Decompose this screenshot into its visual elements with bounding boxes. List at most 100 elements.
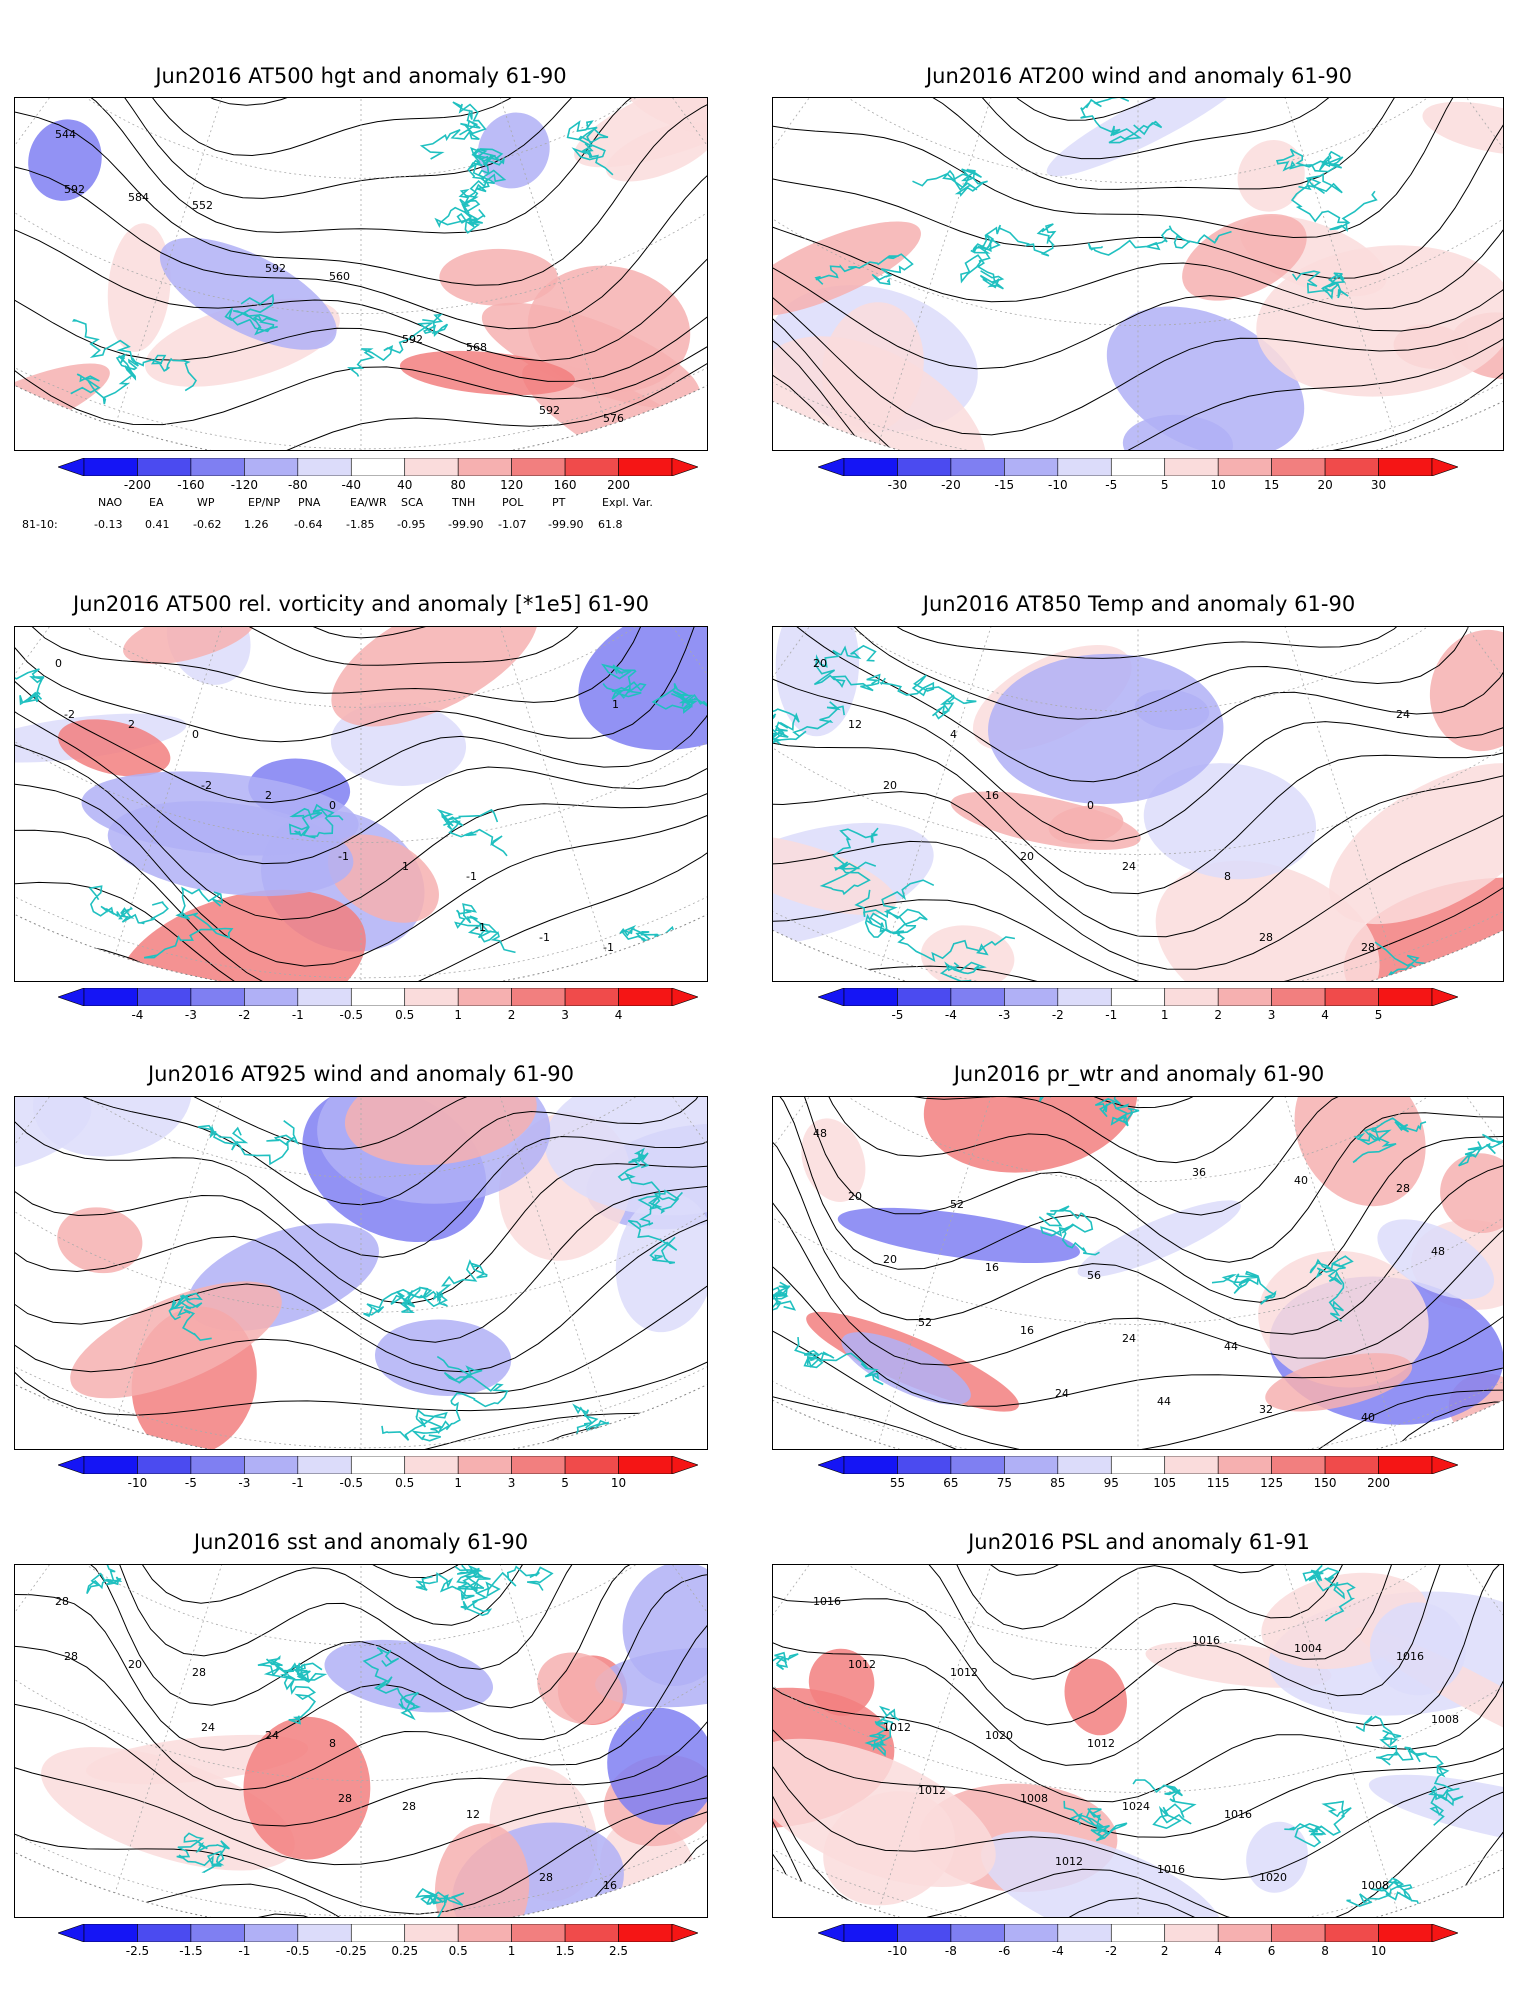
colorbar-tick-label: -1 [1105, 1008, 1118, 1022]
index-value: -99.90 [448, 518, 484, 531]
colorbar-tick-label: 40 [397, 478, 413, 492]
coastline [651, 683, 707, 714]
colorbar-swatch [244, 1456, 299, 1474]
contour-label: 0 [55, 657, 62, 670]
colorbar-extend-left [58, 458, 85, 476]
colorbar-tick-label: 6 [1267, 1944, 1276, 1958]
anomaly-region [775, 627, 860, 737]
contour-label: -1 [466, 870, 477, 883]
contour-label: 28 [338, 1792, 352, 1805]
colorbar-tick-label: 5 [1374, 1008, 1383, 1022]
colorbar-swatch [1164, 1924, 1219, 1942]
colorbar-swatch [137, 1456, 192, 1474]
colorbar-extend-right [671, 988, 698, 1006]
coastline [1352, 1117, 1427, 1164]
colorbar-extend-left [58, 1924, 85, 1942]
anomaly-region [1106, 306, 1305, 450]
colorbar-tick-label: -10 [887, 1944, 908, 1958]
contour-label: 1012 [848, 1658, 876, 1671]
colorbar-swatch [897, 1456, 952, 1474]
contour-line [773, 98, 1503, 310]
contour-label: 560 [329, 270, 350, 283]
index-value: -1.85 [346, 518, 375, 531]
colorbar-swatch [1271, 988, 1326, 1006]
contour-line [773, 1097, 1503, 1335]
colorbar-swatch [1217, 1456, 1272, 1474]
colorbar-swatch [1324, 988, 1379, 1006]
coastline [1346, 1877, 1420, 1913]
contour-label: 592 [265, 262, 286, 275]
colorbar-tick-label: 20 [1317, 478, 1333, 492]
coastline [362, 1647, 421, 1721]
coastline [363, 1259, 488, 1318]
colorbar-tick-label: 4 [1321, 1008, 1329, 1022]
index-name: EA/WR [350, 496, 387, 509]
colorbar-tick-label: -10 [127, 1476, 148, 1490]
index-value: -0.13 [94, 518, 123, 531]
colorbar-tick-label: 4 [614, 1008, 623, 1022]
contour-label: 2 [265, 789, 272, 802]
colorbar-swatch [83, 1924, 138, 1942]
colorbar-tick-label: 115 [1206, 1476, 1230, 1490]
anomaly-region [116, 889, 366, 981]
colorbar-tick-label: 0.5 [448, 1944, 468, 1958]
contour-label: 16 [985, 1261, 999, 1274]
colorbar-tick-label: 30 [1370, 478, 1387, 492]
coastline [617, 1147, 680, 1215]
coastline [1284, 1800, 1352, 1848]
contour-label: 48 [813, 1127, 827, 1140]
contour-line [15, 627, 707, 639]
contour-label: 592 [64, 183, 85, 196]
colorbar-tick-label: 3 [507, 1476, 516, 1490]
colorbar-extend-right [671, 1924, 698, 1942]
colorbar-tick-label: -20 [941, 478, 961, 492]
contour-label: 16 [985, 789, 999, 802]
anomaly-region [1064, 1658, 1127, 1736]
colorbar-tick-label: 10 [610, 1476, 627, 1490]
colorbar-swatch [404, 988, 459, 1006]
anomaly-region [1265, 1353, 1413, 1412]
anomaly-region [1077, 1200, 1241, 1278]
map-vort500: 0 0 0 -1 -1 2 2 1 -1 -2 -2 -1 -1 1 [14, 626, 708, 982]
colorbar-swatch [843, 988, 898, 1006]
panel-title: Jun2016 sst and anomaly 61-90 [193, 1530, 529, 1554]
anomaly-region [58, 719, 171, 777]
colorbar-swatch [950, 458, 1005, 476]
map-wind925 [14, 1096, 708, 1450]
colorbar-tick-label: 85 [1050, 1476, 1066, 1490]
colorbar-temp850: -5 -4 -3 -2 -1 1 2 3 4 5 [818, 988, 1458, 1022]
colorbar-extend-left [58, 1456, 85, 1474]
anomaly-region [374, 1319, 512, 1396]
coastline [1132, 1779, 1197, 1830]
panel-title: Jun2016 AT500 hgt and anomaly 61-90 [155, 64, 567, 88]
anomaly-region [107, 223, 171, 352]
coastline [275, 1662, 328, 1683]
colorbar-swatch [511, 458, 566, 476]
colorbar-tick-label: 1 [1160, 1008, 1169, 1022]
contour-label: 1008 [1020, 1792, 1048, 1805]
coastline [1094, 1097, 1157, 1127]
colorbar-swatch [843, 458, 898, 476]
anomaly-region [159, 237, 337, 350]
anomaly-region [243, 1716, 371, 1860]
anomaly-region [344, 1097, 537, 1166]
colorbar-swatch [244, 988, 299, 1006]
coastline [1038, 1205, 1100, 1256]
map-prwtr: 48 52 56 44 40 20 16 24 32 28 20 16 44 40 48 52 24 36 [772, 1096, 1504, 1450]
contour-line [15, 98, 707, 382]
colorbar-extend-left [818, 458, 845, 476]
colorbar-swatch [1324, 1456, 1379, 1474]
colorbar-tick-label: 5 [561, 1476, 569, 1490]
anomaly-region [537, 1652, 623, 1725]
contour-label: 24 [201, 1721, 215, 1734]
colorbar-swatch [897, 1924, 952, 1942]
colorbar-tick-label: -2 [238, 1008, 251, 1022]
contour-line [15, 1097, 707, 1373]
contour-line [773, 627, 1503, 720]
colorbar-tick-label: -0.5 [339, 1476, 363, 1490]
contour-label: 1024 [1122, 1800, 1150, 1813]
anomaly-region [950, 791, 1141, 850]
coastline [454, 903, 516, 954]
coastline [1275, 148, 1344, 173]
contour-label: 1012 [1087, 1737, 1115, 1750]
